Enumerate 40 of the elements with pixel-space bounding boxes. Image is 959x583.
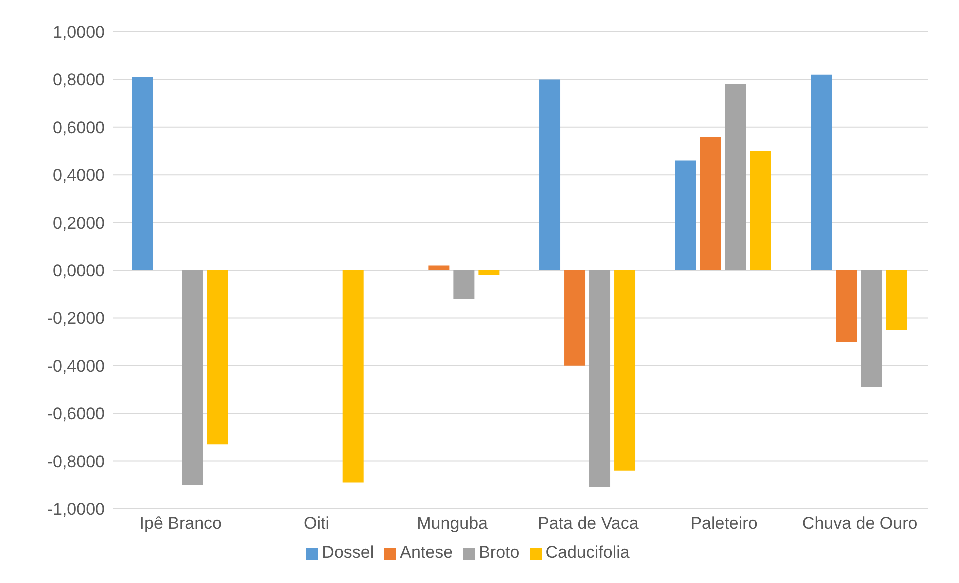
y-tick-label: -1,0000 [47,500,105,520]
y-tick-label: 0,6000 [53,118,105,138]
bar [342,270,364,483]
x-tick-label: Paleteiro [690,514,758,534]
y-tick-label: -0,6000 [47,404,105,424]
y-tick-label: 1,0000 [53,23,105,42]
bar [675,160,696,270]
bar [725,84,746,270]
legend-label: Caducifolia [546,543,630,562]
bar [590,270,611,488]
legend-label: Broto [479,543,520,562]
y-tick-label: -0,2000 [47,309,105,328]
y-tick-label: 0,8000 [53,70,105,90]
x-tick-label: Oiti [304,514,330,534]
y-tick-label: 0,4000 [53,166,105,186]
bar [207,270,228,445]
y-tick-label: -0,8000 [47,452,105,472]
bar [478,270,500,276]
x-tick-label: Pata de Vaca [538,514,640,534]
bar [700,136,722,270]
bar [454,270,475,300]
bar [811,74,832,270]
x-tick-label: Ipê Branco [140,514,222,534]
bar [750,151,772,270]
bar [886,270,908,330]
legend-label: Antese [400,543,454,562]
bar [564,270,586,366]
y-tick-label: 0,0000 [53,262,105,281]
legend-label: Dossel [322,543,374,562]
y-tick-label: 0,2000 [53,214,105,233]
y-tick-label: -0,4000 [47,356,105,376]
bar [540,80,561,270]
bar [861,270,882,388]
bar [182,270,204,486]
bar [614,270,636,471]
bar [428,266,450,270]
x-tick-label: Munguba [417,514,489,534]
bar [132,77,154,270]
x-tick-label: Chuva de Ouro [802,514,918,534]
bar [836,270,858,342]
